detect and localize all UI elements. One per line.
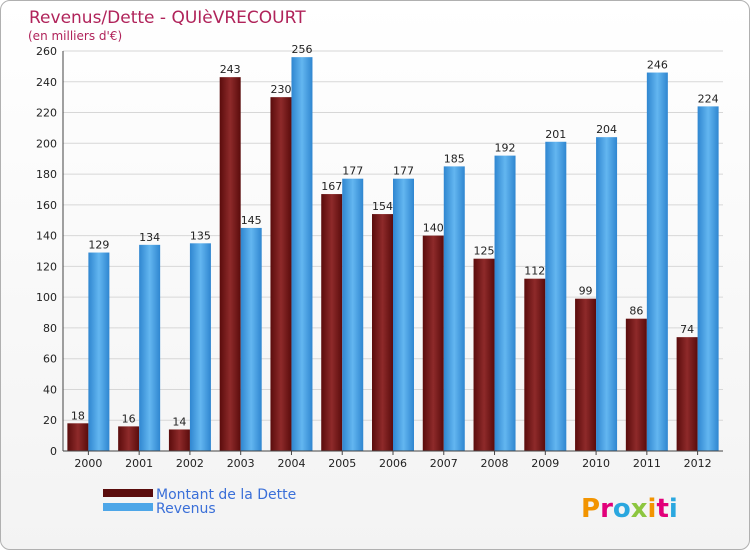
x-tick-label: 2010 bbox=[582, 457, 610, 470]
data-label-revenus: 201 bbox=[545, 128, 566, 141]
data-label-revenus: 185 bbox=[444, 152, 465, 165]
x-tick-label: 2000 bbox=[74, 457, 102, 470]
bar-revenus bbox=[88, 252, 110, 451]
bar-revenus bbox=[291, 57, 313, 452]
x-tick-label: 2002 bbox=[176, 457, 204, 470]
bar-revenus bbox=[240, 227, 262, 451]
bar-dette bbox=[625, 318, 647, 451]
data-label-dette: 243 bbox=[220, 63, 241, 76]
data-label-revenus: 224 bbox=[698, 92, 719, 105]
x-tick-label: 2001 bbox=[125, 457, 153, 470]
y-tick-label: 20 bbox=[43, 414, 57, 427]
data-label-dette: 14 bbox=[172, 415, 186, 428]
data-label-dette: 99 bbox=[579, 285, 593, 298]
data-label-revenus: 177 bbox=[342, 165, 363, 178]
chart-subtitle: (en milliers d'€) bbox=[28, 29, 122, 43]
bar-revenus bbox=[342, 178, 364, 451]
bar-revenus bbox=[443, 166, 465, 451]
proxiti-logo: Proxiti bbox=[581, 494, 678, 524]
y-tick-label: 0 bbox=[50, 445, 57, 458]
brand-name: Proxiti bbox=[581, 494, 678, 524]
x-tick-label: 2009 bbox=[531, 457, 559, 470]
y-tick-label: 260 bbox=[36, 45, 57, 58]
y-tick-label: 140 bbox=[36, 230, 57, 243]
bar-revenus bbox=[697, 106, 719, 451]
data-label-revenus: 256 bbox=[291, 43, 312, 56]
bar-dette bbox=[575, 298, 597, 451]
y-tick-label: 60 bbox=[43, 353, 57, 366]
bar-dette bbox=[118, 426, 140, 451]
bar-dette bbox=[168, 429, 190, 451]
data-label-dette: 125 bbox=[474, 245, 495, 258]
x-tick-label: 2003 bbox=[227, 457, 255, 470]
data-label-dette: 112 bbox=[524, 265, 545, 278]
y-tick-label: 40 bbox=[43, 383, 57, 396]
x-tick-label: 2005 bbox=[328, 457, 356, 470]
bar-revenus bbox=[189, 243, 211, 451]
x-tick-label: 2012 bbox=[684, 457, 712, 470]
data-label-dette: 86 bbox=[629, 305, 643, 318]
bar-dette bbox=[67, 423, 89, 451]
bar-revenus bbox=[596, 137, 618, 451]
legend-label-dette: Montant de la Dette bbox=[156, 487, 296, 503]
x-tick-label: 2004 bbox=[277, 457, 305, 470]
x-tick-label: 2008 bbox=[481, 457, 509, 470]
data-label-revenus: 135 bbox=[190, 229, 211, 242]
legend-swatch-revenus bbox=[103, 503, 153, 511]
bar-revenus bbox=[139, 244, 161, 451]
bar-revenus bbox=[393, 178, 414, 451]
y-tick-label: 160 bbox=[36, 199, 57, 212]
y-tick-label: 80 bbox=[43, 322, 57, 335]
data-label-dette: 74 bbox=[680, 323, 694, 336]
y-tick-label: 220 bbox=[36, 107, 57, 120]
bar-dette bbox=[524, 278, 546, 451]
y-tick-label: 100 bbox=[36, 291, 57, 304]
data-label-revenus: 246 bbox=[647, 59, 668, 72]
bar-dette bbox=[321, 194, 343, 452]
legend-swatch-dette bbox=[103, 489, 153, 497]
bar-revenus bbox=[646, 72, 668, 452]
y-tick-label: 120 bbox=[36, 260, 57, 273]
bar-dette bbox=[372, 214, 393, 451]
chart-title: Revenus/Dette - QUIèVRECOURT bbox=[29, 8, 306, 28]
bar-dette bbox=[422, 235, 444, 451]
data-label-revenus: 192 bbox=[495, 142, 516, 155]
bar-dette bbox=[473, 258, 495, 451]
data-label-revenus: 145 bbox=[241, 214, 262, 227]
x-tick-label: 2011 bbox=[633, 457, 661, 470]
data-label-revenus: 129 bbox=[88, 239, 109, 252]
y-tick-label: 240 bbox=[36, 76, 57, 89]
x-tick-label: 2006 bbox=[379, 457, 407, 470]
data-label-revenus: 204 bbox=[596, 123, 617, 136]
data-label-dette: 230 bbox=[270, 83, 291, 96]
x-tick-label: 2007 bbox=[430, 457, 458, 470]
bar-revenus bbox=[494, 155, 516, 451]
bar-revenus bbox=[545, 141, 567, 451]
bar-dette bbox=[270, 97, 292, 452]
y-tick-label: 180 bbox=[36, 168, 57, 181]
data-label-revenus: 177 bbox=[393, 165, 414, 178]
data-label-revenus: 134 bbox=[139, 231, 160, 244]
data-label-dette: 16 bbox=[122, 412, 136, 425]
data-label-dette: 18 bbox=[71, 409, 85, 422]
bar-dette bbox=[676, 337, 698, 451]
legend-label-revenus: Revenus bbox=[156, 501, 216, 517]
data-label-dette: 167 bbox=[321, 180, 342, 193]
data-label-dette: 140 bbox=[423, 222, 444, 235]
bar-dette bbox=[219, 77, 241, 452]
data-label-dette: 154 bbox=[372, 200, 393, 213]
y-tick-label: 200 bbox=[36, 137, 57, 150]
